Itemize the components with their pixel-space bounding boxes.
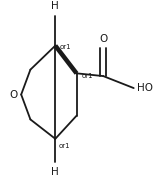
Text: H: H: [51, 167, 59, 177]
Text: O: O: [99, 34, 107, 44]
Text: or1: or1: [60, 44, 72, 51]
Text: H: H: [51, 1, 59, 11]
Text: O: O: [9, 90, 17, 100]
Text: HO: HO: [137, 83, 153, 93]
Text: or1: or1: [59, 143, 71, 149]
Text: or1: or1: [81, 73, 93, 79]
